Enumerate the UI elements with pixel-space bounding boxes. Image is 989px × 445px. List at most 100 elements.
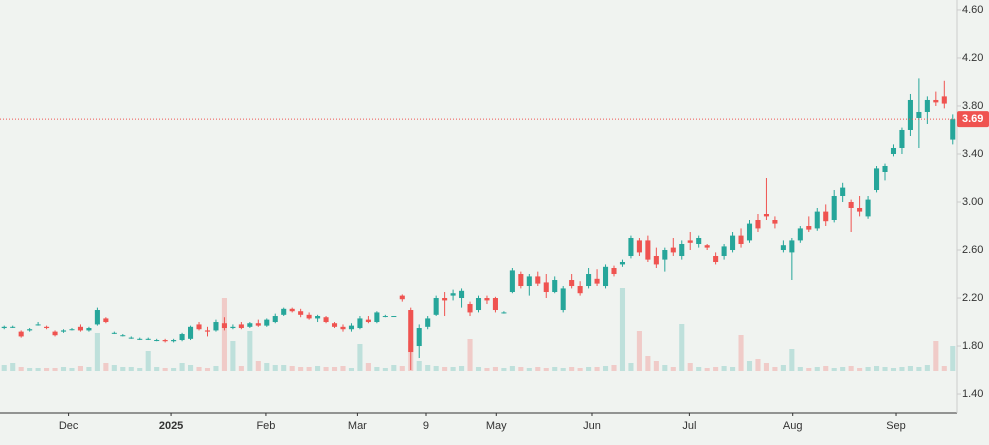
volume-bar <box>416 361 422 371</box>
x-tick-label: Feb <box>256 420 275 432</box>
volume-bar <box>86 367 92 371</box>
candle-body <box>137 338 143 340</box>
volume-bar <box>797 367 803 371</box>
volume-bar <box>442 367 448 371</box>
volume-bar <box>933 341 939 371</box>
volume-bar <box>941 366 947 371</box>
candle-body <box>848 201 854 209</box>
y-tick-label: 2.20 <box>962 292 983 304</box>
candle-body <box>213 322 219 331</box>
candle-body <box>840 187 846 196</box>
candle-body <box>628 238 634 257</box>
candle-body <box>281 308 287 315</box>
y-tick-label: 3.40 <box>962 148 983 160</box>
volume-bar <box>1 365 7 371</box>
volume-bar <box>77 366 83 371</box>
volume-bar <box>450 367 456 371</box>
candle-body <box>255 323 261 326</box>
candle-body <box>569 280 575 287</box>
volume-bar <box>162 368 168 371</box>
volume-bar <box>755 359 761 371</box>
candle-body <box>1 326 7 329</box>
candle-body <box>188 326 194 339</box>
candle-body <box>645 240 651 260</box>
candle-body <box>221 323 227 329</box>
volume-bar <box>103 363 109 371</box>
candle-body <box>120 335 126 337</box>
candle-body <box>831 195 837 221</box>
candle-body <box>391 316 397 318</box>
volume-bar <box>552 367 558 371</box>
candle-body <box>746 223 753 241</box>
candle-body <box>272 316 278 323</box>
candle-body <box>501 312 507 314</box>
volume-bar <box>602 366 609 371</box>
candle-body <box>179 334 185 341</box>
candle-body <box>44 326 50 329</box>
volume-bar <box>18 367 24 371</box>
candle-body <box>653 256 659 265</box>
volume-bar <box>213 366 219 371</box>
y-tick-label: 4.20 <box>962 52 983 64</box>
candle-body <box>933 99 939 103</box>
candle-body <box>619 262 626 265</box>
candle-body <box>586 274 592 287</box>
candle-body <box>602 266 609 287</box>
y-tick-label: 1.80 <box>962 340 983 352</box>
candle-body <box>298 311 304 315</box>
x-tick-label: 9 <box>423 420 429 432</box>
volume-bar <box>645 356 651 371</box>
candle-body <box>306 314 312 319</box>
volume-bar <box>636 331 642 371</box>
volume-bar <box>145 351 151 371</box>
x-tick-label: 2025 <box>159 420 183 432</box>
volume-bar <box>391 365 397 371</box>
candle-body <box>145 338 151 340</box>
candle-body <box>560 288 566 311</box>
candle-body <box>696 238 702 245</box>
volume-bar <box>35 368 41 371</box>
candle-body <box>484 298 490 301</box>
candle-body <box>924 99 930 112</box>
candle-body <box>890 147 897 154</box>
candle-body <box>323 317 329 323</box>
last-price-box <box>957 111 989 128</box>
volume-bar <box>890 368 897 371</box>
candle-body <box>738 235 744 245</box>
volume-bar <box>340 366 346 371</box>
volume-bar <box>69 368 75 371</box>
x-tick-label: Jun <box>583 420 601 432</box>
candle-body <box>450 293 456 296</box>
volume-bar <box>746 361 753 371</box>
volume-bar <box>730 367 736 371</box>
y-tick-label: 4.60 <box>962 4 983 16</box>
volume-bar <box>806 368 812 371</box>
candle-body <box>907 99 913 130</box>
candle-body <box>382 316 388 318</box>
candle-body <box>526 276 532 287</box>
volume-bar <box>780 365 786 371</box>
volume-bar <box>323 367 329 371</box>
candle-body <box>52 331 58 336</box>
volume-bar <box>60 367 67 371</box>
candle-body <box>416 328 422 347</box>
y-tick-label: 3.00 <box>962 196 983 208</box>
volume-bar <box>899 367 905 371</box>
last-price-label: 3.69 <box>962 113 983 125</box>
candle-body <box>348 325 355 330</box>
candle-body <box>636 240 642 253</box>
candle-body <box>797 228 803 241</box>
volume-bar <box>179 363 185 371</box>
volume-bar <box>501 368 507 371</box>
candle-body <box>196 324 202 330</box>
volume-bar <box>230 341 236 371</box>
volume-bar <box>306 367 312 371</box>
candle-body <box>670 247 676 253</box>
volume-bar <box>467 339 473 371</box>
volume-bar <box>857 368 863 371</box>
volume-bar <box>882 367 888 371</box>
volume-bar <box>950 346 956 371</box>
volume-bar <box>247 331 253 371</box>
candle-body <box>340 326 346 330</box>
volume-bar <box>425 365 431 371</box>
